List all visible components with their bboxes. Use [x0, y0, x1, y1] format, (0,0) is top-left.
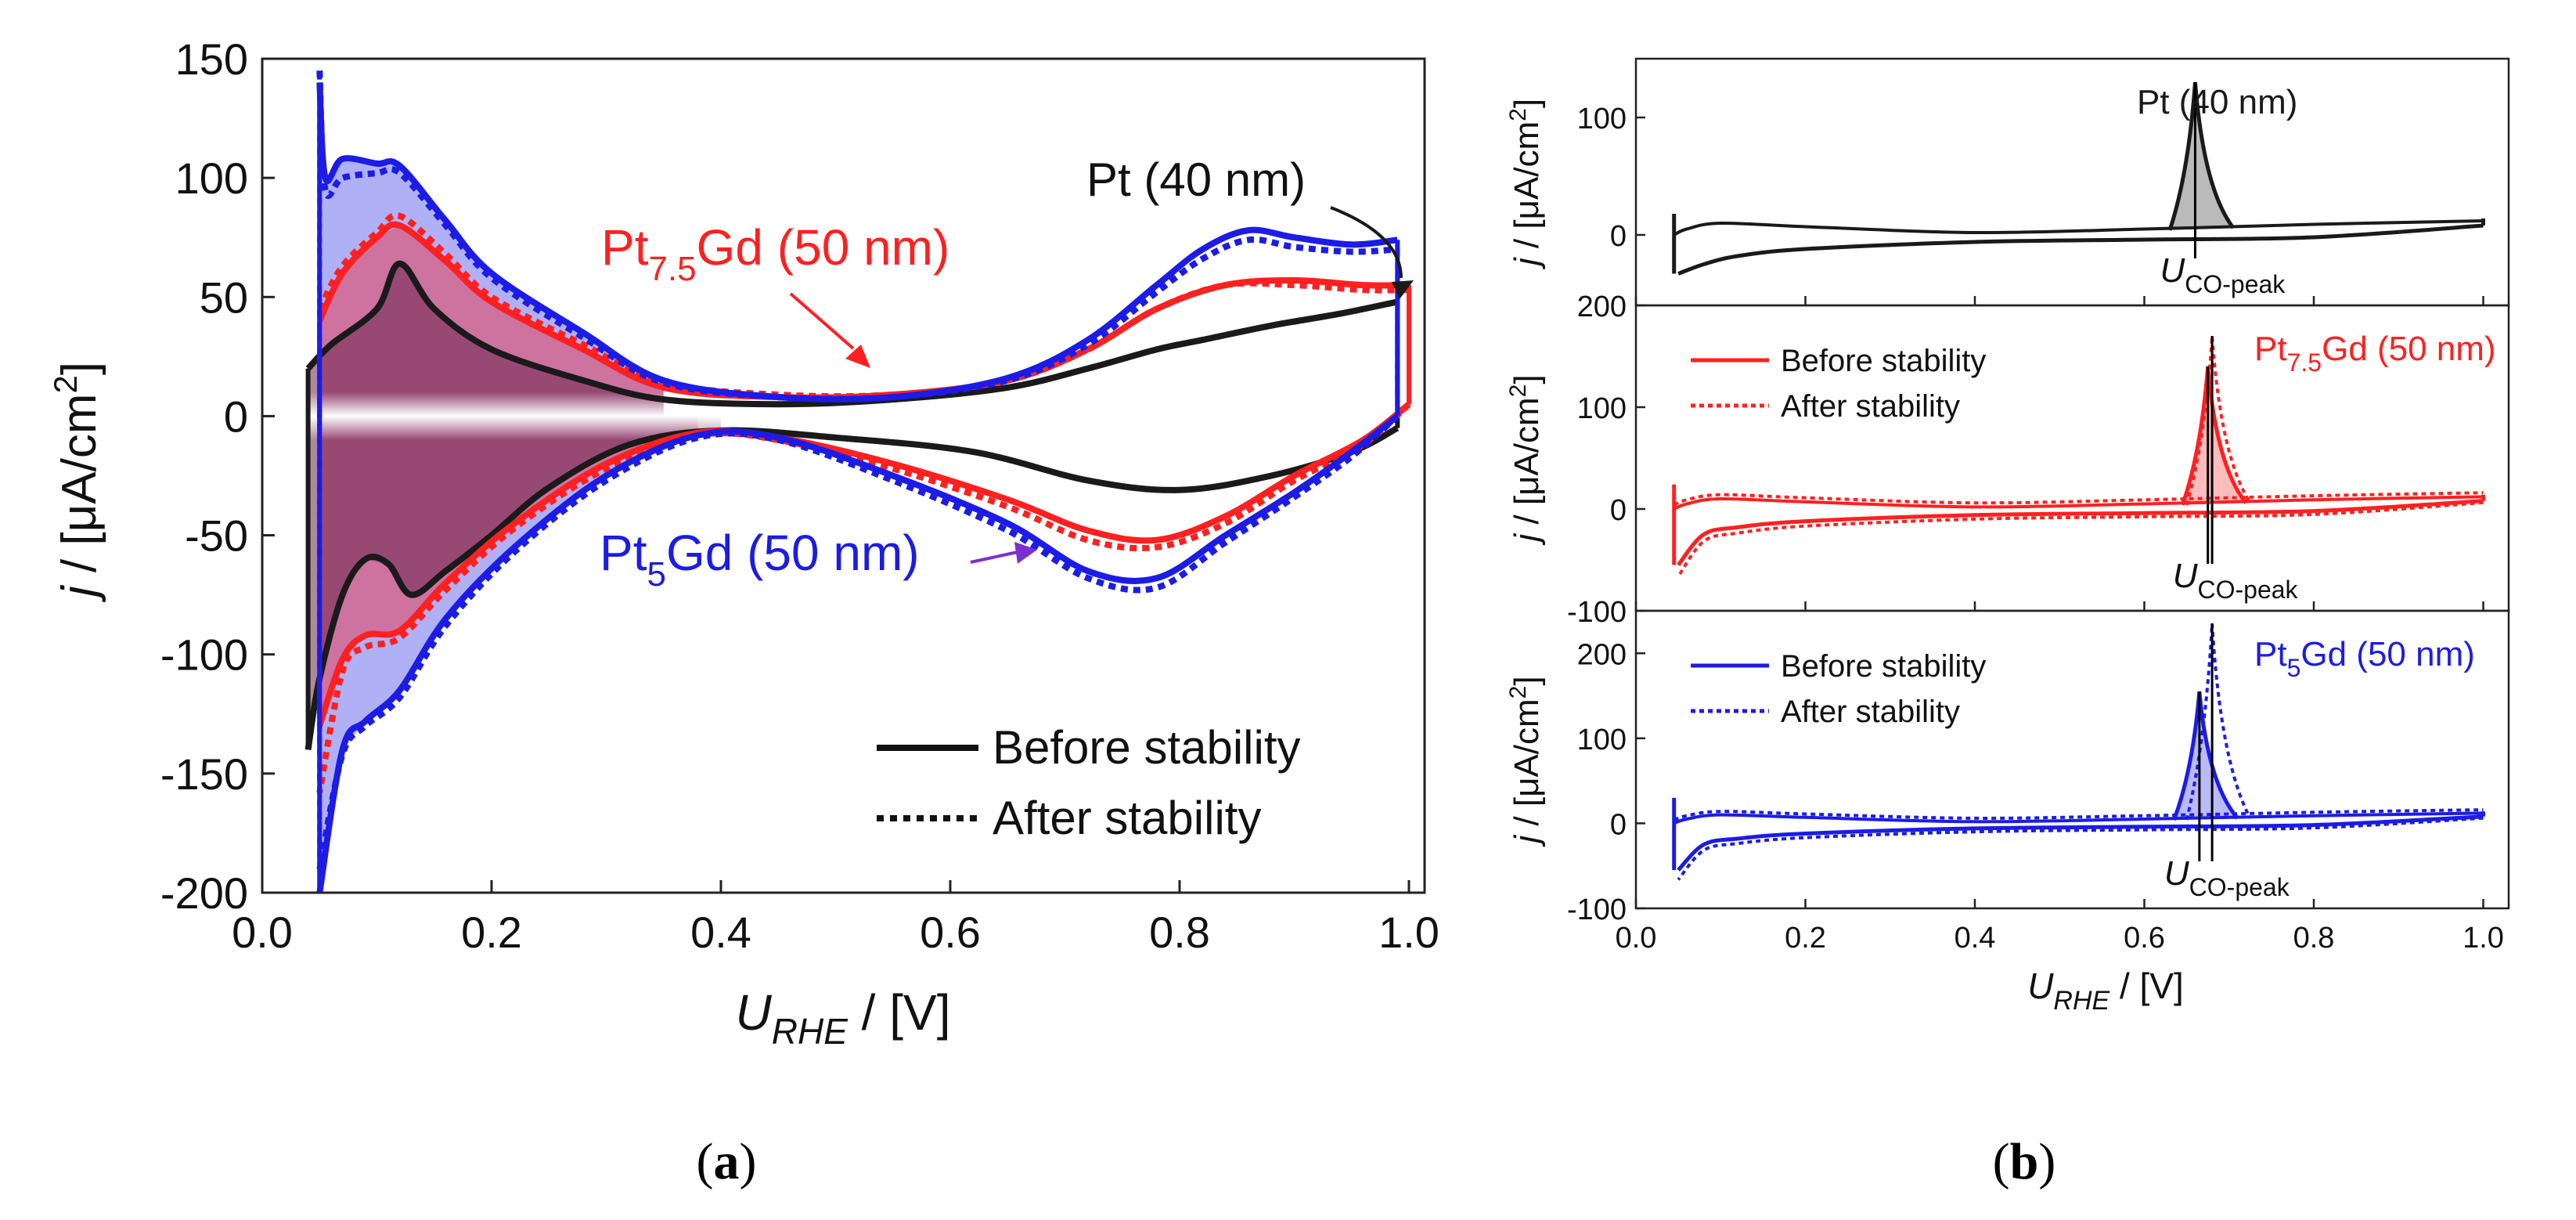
a-xtick-label: 0.4 — [690, 908, 751, 957]
series-line-0-anodic — [305, 260, 1399, 408]
series-line-0-cathodic — [304, 425, 1400, 751]
series-line-2-cathodic — [316, 402, 1411, 793]
panel-b-subplot-0: 100 0 j / [μA/cm2] Pt (40 nm) UCO-peak — [1505, 57, 2510, 307]
b-peak-after-line-1 — [2185, 335, 2252, 506]
a-ytick-label: -150 — [160, 749, 248, 799]
a-xtick-label: 0.8 — [1149, 908, 1210, 957]
b-peak-fill-2 — [2174, 691, 2238, 821]
a-ytick-label: -200 — [160, 868, 248, 918]
b-ytick-label: -100 — [1567, 893, 1627, 926]
a-ytick-label: 150 — [175, 34, 248, 84]
label-pt75gd: Pt7.5Gd (50 nm) — [601, 219, 949, 288]
series-line-4-cathodic — [316, 413, 1400, 870]
b-cv-anodic-after-2 — [1673, 808, 2484, 821]
panel-b-frame-0 — [1634, 57, 2510, 307]
b-series-label-1: Pt7.5Gd (50 nm) — [2254, 330, 2496, 377]
b-xtick-label: 0.2 — [1785, 922, 1826, 955]
b-ucopeak-label-1: UCO-peak — [2173, 557, 2299, 604]
a-ytick-label: 100 — [175, 153, 248, 203]
b-xtick-label: 0.4 — [1955, 922, 1996, 955]
b-cv-cathodic-after-2 — [1677, 816, 2484, 881]
b-ylabel-1: j / [μA/cm2] — [1505, 374, 1546, 545]
b-ytick-label: 100 — [1577, 103, 1627, 135]
b-ytick-label: 0 — [1610, 808, 1627, 841]
a-ytick-label: -50 — [185, 511, 248, 561]
panel-b-frame-2 — [1634, 609, 2510, 910]
a-xtick-label: 1.0 — [1378, 908, 1439, 957]
legend-after-text: After stability — [993, 792, 1261, 844]
legend-before-text: Before stability — [993, 721, 1301, 774]
b-cv-anodic-2 — [1673, 811, 2484, 825]
a-ytick-label: -100 — [160, 630, 248, 680]
arrow-pt75gd — [789, 292, 855, 350]
b-legend-after-text-1: After stability — [1781, 389, 1960, 424]
b-ucopeak-label-0: UCO-peak — [2160, 251, 2286, 298]
b-ylabel-0: j / [μA/cm2] — [1505, 99, 1546, 269]
b-ylabel-2: j / [μA/cm2] — [1505, 676, 1546, 846]
b-ytick-label: -100 — [1567, 596, 1627, 629]
arrow-pt75gd-head — [845, 345, 870, 368]
arrow-pt-head — [1392, 280, 1414, 299]
a-ytick-label: 50 — [200, 273, 248, 322]
b-ytick-label: 100 — [1577, 392, 1627, 425]
series-line-3-anodic — [316, 82, 1398, 402]
label-pt-40nm: Pt (40 nm) — [1086, 153, 1306, 206]
b-series-label-2: Pt5Gd (50 nm) — [2254, 635, 2475, 682]
caption-b: (b) — [1993, 1133, 2056, 1190]
panel-a-ylabel: j / [μA/cm2] — [47, 362, 106, 602]
b-ytick-label: 100 — [1577, 724, 1627, 756]
b-ytick-label: 200 — [1577, 291, 1627, 323]
b-cv-anodic-after-1 — [1673, 491, 2484, 507]
b-xtick-label: 0.6 — [2124, 922, 2165, 955]
a-xtick-label: 0.6 — [920, 908, 981, 957]
panel-b-subplot-1: 200 100 0 -100 j / [μA/cm2] Pt7.5Gd (50 nm) Be… — [1505, 291, 2510, 629]
b-peak-fill-0 — [2169, 82, 2234, 230]
b-ytick-label: 200 — [1577, 638, 1627, 671]
b-xtick-label: 0.0 — [1616, 922, 1657, 955]
b-peak-fill-1 — [2182, 366, 2246, 505]
panel-b-subplot-2: 200 100 0 -100 j / [μA/cm2] Pt5Gd (50 nm) Befo… — [1505, 609, 2510, 926]
b-cv-cathodic-1 — [1677, 499, 2484, 567]
b-series-label-0: Pt (40 nm) — [2137, 83, 2297, 121]
b-legend-after-text-2: After stability — [1781, 695, 1960, 729]
b-cv-anodic-0 — [1673, 219, 2484, 236]
b-cv-anodic-1 — [1673, 495, 2484, 511]
arrow-pt — [1330, 206, 1403, 279]
a-xtick-label: 0.0 — [232, 908, 293, 957]
b-legend-before-text-2: Before stability — [1781, 649, 1986, 684]
b-ucopeak-label-2: UCO-peak — [2164, 854, 2290, 901]
b-ytick-label: 0 — [1610, 220, 1627, 253]
b-cv-cathodic-0 — [1677, 223, 2484, 276]
arrow-pt5gd — [970, 550, 1018, 564]
b-xtick-label: 1.0 — [2463, 922, 2504, 955]
a-ytick-label: 0 — [224, 392, 248, 441]
a-xtick-label: 0.2 — [461, 908, 522, 957]
caption-a: (a) — [697, 1133, 757, 1190]
label-pt5gd: Pt5Gd (50 nm) — [600, 525, 920, 594]
b-cv-cathodic-after-1 — [1677, 500, 2484, 578]
b-legend-before-text-1: Before stability — [1781, 344, 1986, 378]
arrow-pt5gd-head — [1014, 542, 1037, 564]
panel-a-chart: 0.0 0.2 0.4 0.6 0.8 1.0 150 100 50 0 -50 -100 -150 -2… — [47, 34, 1439, 1190]
panel-a-frame — [261, 57, 1426, 894]
panel-b-xlabel: URHE / [V] — [2027, 966, 2184, 1016]
b-ytick-label: 0 — [1610, 494, 1627, 527]
b-xtick-label: 0.8 — [2293, 922, 2335, 955]
b-cv-cathodic-2 — [1677, 814, 2484, 872]
fill-pt-hupd-cathodic — [308, 416, 722, 750]
panel-a-xlabel: URHE / [V] — [736, 984, 951, 1052]
series-line-4-anodic — [316, 70, 1398, 402]
panel-a-legend: Before stability After stability — [877, 721, 1301, 844]
